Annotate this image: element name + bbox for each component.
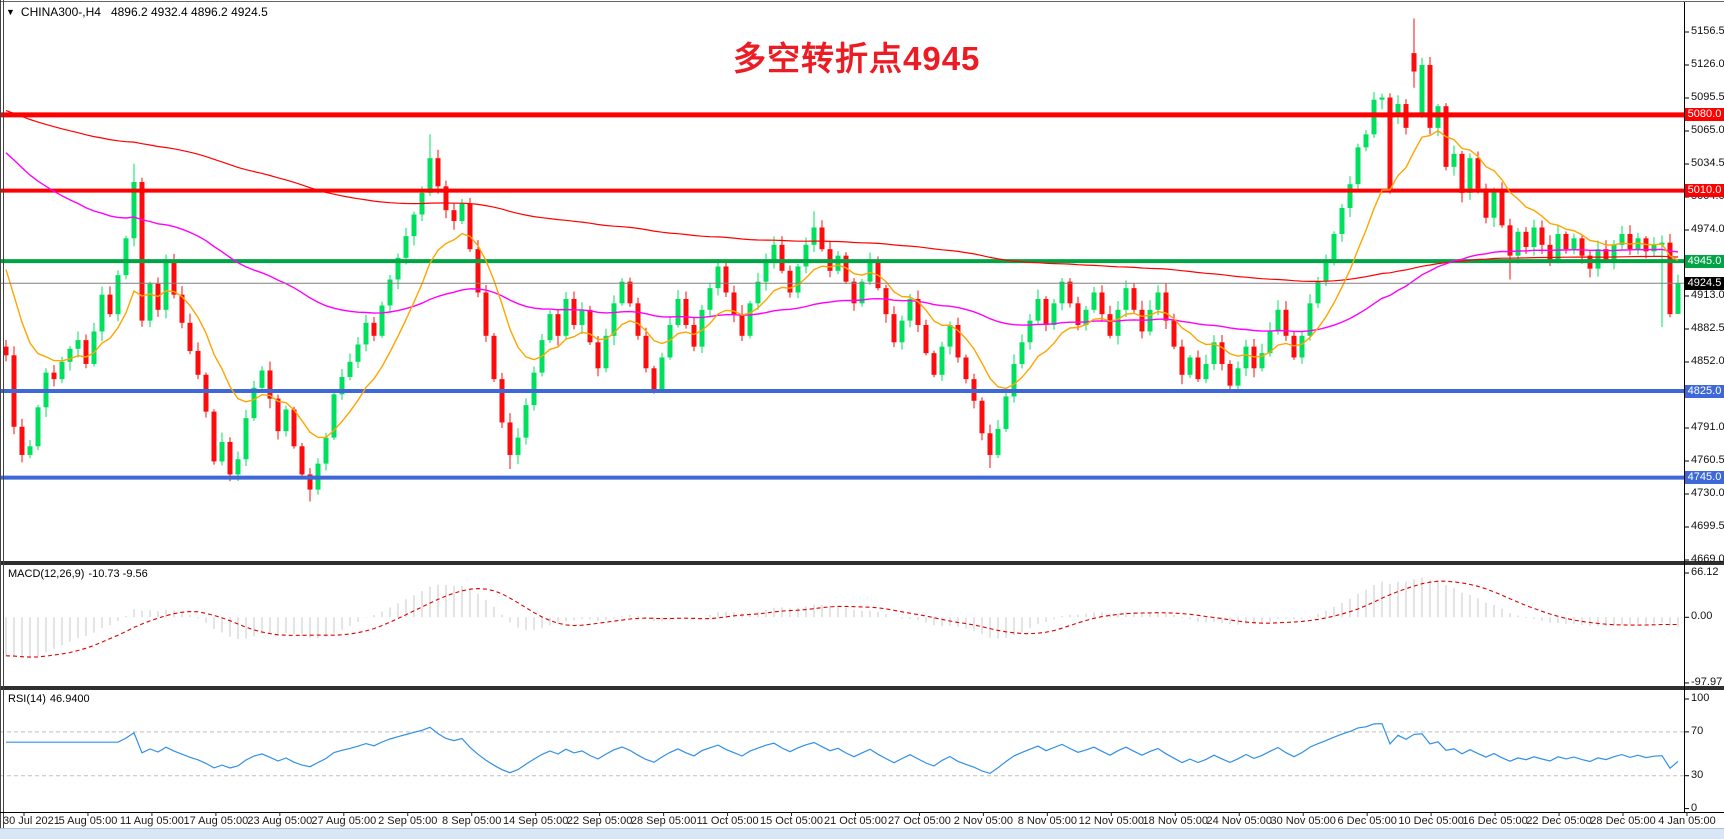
symbol-period: CHINA300-,H4: [20, 5, 101, 19]
time-label: 22 Dec 05:00: [1526, 815, 1592, 827]
price-tick: 4730.0: [1691, 487, 1724, 499]
time-label: 10 Dec 05:00: [1398, 815, 1464, 827]
time-label: 30 Jul 2021: [3, 815, 60, 827]
rsi-indicator-label: RSI(14) 46.9400: [8, 693, 94, 705]
rsi-name: RSI(14): [8, 693, 46, 705]
collapse-triangle-icon[interactable]: ▼: [6, 7, 15, 17]
slow-ma-line: [5, 110, 1679, 282]
price-level-label: 4825.0: [1685, 384, 1724, 398]
price-level-label: 4945.0: [1685, 254, 1724, 268]
rsi-tick: 100: [1691, 692, 1710, 704]
price-tick: 4669.0: [1691, 553, 1724, 565]
price-annotation: 多空转折点4945: [733, 40, 981, 77]
fast-ma-line: [5, 129, 1679, 439]
time-label: 24 Nov 05:00: [1206, 815, 1272, 827]
time-label: 30 Nov 05:00: [1270, 815, 1336, 827]
time-label: 17 Aug 05:00: [183, 815, 249, 827]
macd-tick: -97.97: [1691, 675, 1723, 688]
price-tick: 4760.5: [1691, 454, 1724, 466]
rsi-tick: 70: [1691, 724, 1704, 737]
time-label: 12 Nov 05:00: [1078, 815, 1145, 827]
price-tick: 4791.0: [1691, 421, 1724, 433]
time-label: 28 Dec 05:00: [1590, 815, 1656, 827]
time-label: 4 Jan 05:00: [1658, 815, 1716, 827]
rsi-tick: 30: [1691, 768, 1704, 781]
time-label: 16 Dec 05:00: [1462, 815, 1528, 827]
time-label: 8 Sep 05:00: [442, 815, 502, 827]
time-label: 22 Sep 05:00: [566, 815, 633, 827]
panel-splitter-rsi[interactable]: [0, 686, 1724, 690]
price-tick: 4882.5: [1691, 322, 1724, 334]
price-tick: 5065.0: [1691, 124, 1724, 136]
symbol-title: ▼ CHINA300-,H4 4896.2 4932.4 4896.2 4924.5: [6, 5, 268, 19]
macd-indicator-label: MACD(12,26,9) -10.73 -9.56: [8, 568, 152, 580]
time-label: 28 Sep 05:00: [630, 815, 697, 827]
price-tick: 4913.0: [1691, 289, 1724, 301]
macd-name: MACD(12,26,9): [8, 568, 85, 580]
rsi-line: [6, 723, 1679, 775]
ohlc-values: 4896.2 4932.4 4896.2 4924.5: [110, 5, 268, 19]
price-tick: 5156.5: [1691, 25, 1724, 37]
time-label: 2 Nov 05:00: [953, 815, 1014, 827]
price-tick: 4974.0: [1691, 223, 1724, 235]
macd-tick: 66.12: [1691, 565, 1719, 578]
time-label: 6 Dec 05:00: [1337, 815, 1397, 827]
time-label: 8 Nov 05:00: [1017, 815, 1078, 827]
macd-values: -10.73 -9.56: [88, 568, 148, 580]
price-level-label: 5080.0: [1685, 108, 1724, 122]
price-tick: 4699.5: [1691, 520, 1724, 532]
rsi-tick: 0: [1691, 801, 1698, 814]
time-label: 5 Aug 05:00: [58, 815, 118, 827]
price-tick: 5034.5: [1691, 157, 1724, 169]
time-label: 2 Sep 05:00: [378, 815, 438, 827]
time-label: 27 Oct 05:00: [887, 815, 951, 827]
panel-splitter-macd[interactable]: [0, 561, 1724, 565]
time-label: 21 Oct 05:00: [823, 815, 887, 827]
price-tick: 5126.0: [1691, 58, 1724, 70]
time-label: 23 Aug 05:00: [247, 815, 313, 827]
time-label: 27 Aug 05:00: [311, 815, 377, 827]
current-price-label: 4924.5: [1685, 276, 1724, 290]
macd-tick: 0.00: [1691, 610, 1713, 623]
price-level-label: 4745.0: [1685, 471, 1724, 485]
time-label: 11 Oct 05:00: [696, 815, 759, 827]
time-label: 18 Nov 05:00: [1142, 815, 1208, 827]
price-tick: 5095.5: [1691, 91, 1724, 103]
rsi-value: 46.9400: [49, 693, 90, 705]
time-label: 11 Aug 05:00: [119, 815, 184, 827]
macd-signal-line: [5, 580, 1678, 658]
time-label: 15 Oct 05:00: [760, 815, 824, 827]
price-level-label: 5010.0: [1685, 184, 1724, 198]
time-label: 14 Sep 05:00: [502, 815, 569, 827]
candles-layer[interactable]: [3, 18, 1681, 502]
price-tick: 4852.0: [1691, 355, 1724, 367]
